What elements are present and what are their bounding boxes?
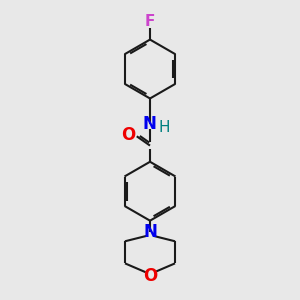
Text: H: H: [159, 120, 170, 135]
Text: N: N: [142, 116, 156, 134]
Text: N: N: [143, 223, 157, 241]
Text: O: O: [122, 126, 136, 144]
Text: O: O: [143, 267, 157, 285]
Text: F: F: [145, 14, 155, 29]
